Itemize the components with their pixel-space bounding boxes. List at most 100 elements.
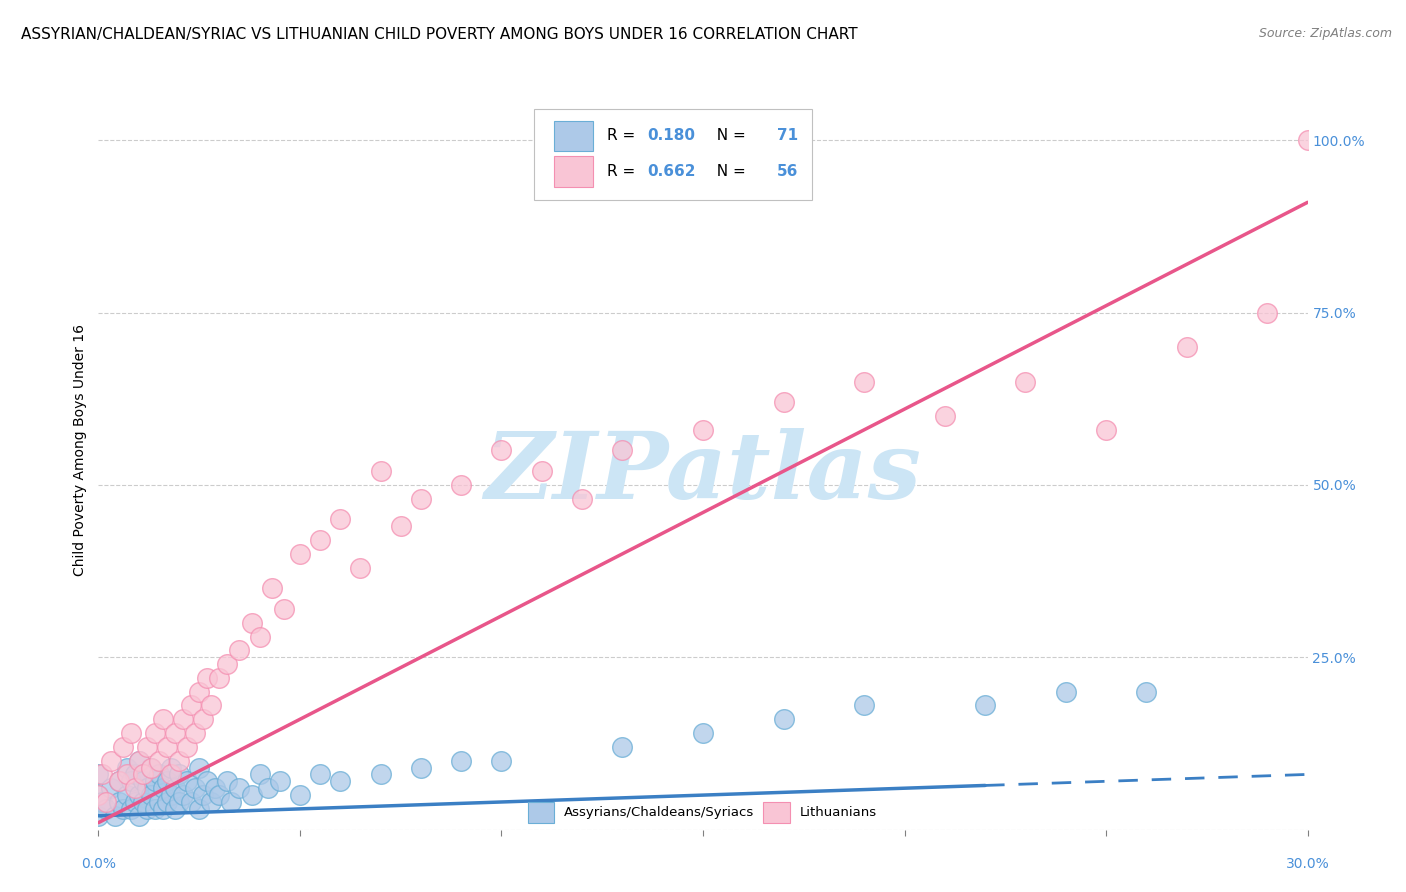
Point: [249, 767, 271, 781]
Point: [172, 788, 194, 802]
Point: [772, 395, 794, 409]
Point: [111, 802, 134, 816]
Point: [409, 491, 432, 506]
Point: [163, 802, 186, 816]
Text: 71: 71: [776, 128, 797, 144]
Point: [571, 491, 593, 506]
Point: [309, 767, 332, 781]
Point: [249, 630, 271, 644]
Point: [160, 767, 183, 781]
Point: [193, 788, 215, 802]
Text: 0.0%: 0.0%: [82, 857, 115, 871]
Text: 0.662: 0.662: [647, 164, 696, 179]
Point: [87, 788, 110, 802]
Point: [135, 781, 157, 796]
Point: [152, 802, 174, 816]
Point: [143, 802, 166, 816]
Point: [217, 774, 239, 789]
Point: [329, 512, 352, 526]
Point: [135, 739, 157, 754]
Bar: [763, 802, 790, 823]
Point: [256, 781, 278, 796]
Point: [103, 809, 125, 823]
Text: ASSYRIAN/CHALDEAN/SYRIAC VS LITHUANIAN CHILD POVERTY AMONG BOYS UNDER 16 CORRELA: ASSYRIAN/CHALDEAN/SYRIAC VS LITHUANIAN C…: [21, 27, 858, 42]
Point: [176, 739, 198, 754]
Point: [148, 767, 170, 781]
Point: [349, 560, 371, 574]
Point: [208, 788, 231, 802]
Point: [124, 767, 146, 781]
Point: [188, 802, 211, 816]
Text: N =: N =: [707, 128, 751, 144]
Point: [934, 409, 956, 423]
Point: [772, 712, 794, 726]
Point: [128, 788, 150, 802]
Point: [853, 375, 876, 389]
Bar: [554, 156, 593, 186]
Point: [139, 788, 162, 802]
Point: [124, 795, 146, 809]
Point: [120, 726, 142, 740]
Point: [132, 767, 155, 781]
Point: [111, 739, 134, 754]
Point: [184, 726, 207, 740]
Point: [1054, 684, 1077, 698]
Point: [269, 774, 291, 789]
Point: [1296, 133, 1319, 147]
Point: [184, 781, 207, 796]
Text: 56: 56: [776, 164, 799, 179]
Text: Source: ZipAtlas.com: Source: ZipAtlas.com: [1258, 27, 1392, 40]
Point: [128, 754, 150, 768]
Point: [107, 774, 129, 789]
Point: [87, 788, 110, 802]
Point: [143, 726, 166, 740]
Point: [1135, 684, 1157, 698]
Point: [128, 809, 150, 823]
Point: [200, 698, 222, 713]
Point: [139, 760, 162, 774]
Point: [450, 754, 472, 768]
Point: [120, 774, 142, 789]
Point: [167, 754, 190, 768]
Point: [228, 643, 250, 657]
Point: [91, 795, 114, 809]
Point: [409, 760, 432, 774]
Point: [1175, 340, 1198, 354]
Point: [96, 795, 118, 809]
Point: [188, 760, 211, 774]
Point: [160, 788, 183, 802]
Point: [115, 767, 138, 781]
Point: [180, 795, 202, 809]
Point: [107, 795, 129, 809]
Point: [195, 774, 218, 789]
Point: [491, 443, 513, 458]
Point: [273, 602, 295, 616]
Point: [100, 781, 122, 796]
Point: [193, 712, 215, 726]
Point: [309, 533, 332, 547]
Point: [491, 754, 513, 768]
Point: [450, 478, 472, 492]
Point: [200, 795, 222, 809]
Point: [853, 698, 876, 713]
Point: [1014, 375, 1036, 389]
Point: [260, 582, 283, 596]
Point: [132, 774, 155, 789]
Point: [143, 774, 166, 789]
Point: [1095, 423, 1118, 437]
Bar: [527, 802, 554, 823]
Point: [156, 795, 179, 809]
Point: [204, 781, 226, 796]
Point: [163, 726, 186, 740]
Point: [221, 795, 243, 809]
Point: [1256, 305, 1278, 319]
Point: [115, 788, 138, 802]
Point: [163, 781, 186, 796]
FancyBboxPatch shape: [534, 110, 811, 201]
Point: [240, 788, 263, 802]
Point: [132, 795, 155, 809]
Text: ZIPatlas: ZIPatlas: [485, 428, 921, 518]
Point: [124, 781, 146, 796]
Point: [172, 712, 194, 726]
Point: [180, 698, 202, 713]
